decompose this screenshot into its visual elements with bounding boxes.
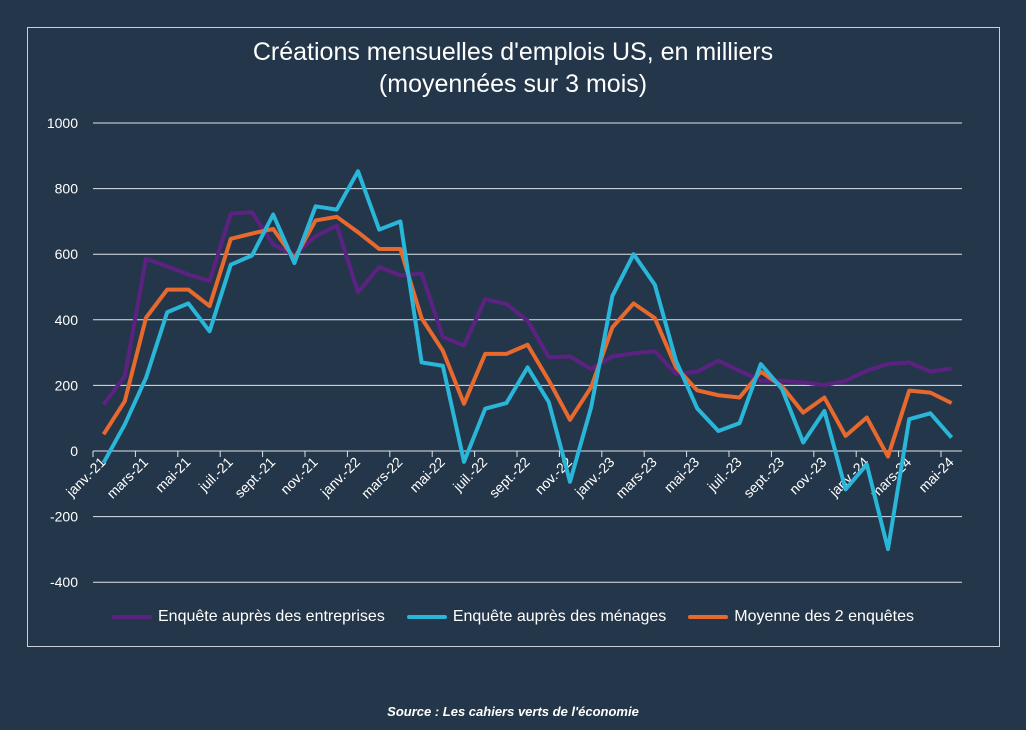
y-tick-label: 200 xyxy=(55,377,79,393)
x-tick-label: mai-24 xyxy=(915,454,957,496)
y-tick-label: 1000 xyxy=(47,115,78,131)
x-tick-label: nov.-21 xyxy=(277,454,321,498)
x-tick-label: janv.-22 xyxy=(317,454,364,501)
x-tick-label: mai-23 xyxy=(661,454,703,496)
x-tick-label: juil.-21 xyxy=(195,454,236,495)
legend-label: Enquête auprès des ménages xyxy=(452,608,667,625)
y-tick-label: 600 xyxy=(55,246,79,262)
x-tick-label: sept.-21 xyxy=(231,454,278,501)
legend-item-menages: Enquête auprès des ménages xyxy=(406,608,667,626)
legend-label: Enquête auprès des entreprises xyxy=(158,608,385,625)
x-tick-label: janv.-21 xyxy=(62,454,109,501)
series-line xyxy=(101,214,953,459)
legend: Enquête auprès des entreprises Enquête a… xyxy=(0,608,1026,626)
x-tick-label: mai-21 xyxy=(152,454,194,496)
legend-swatch xyxy=(406,615,447,619)
x-tick-label: mai-22 xyxy=(406,454,448,496)
chart-subtitle: (moyennées sur 3 mois) xyxy=(378,70,648,98)
series-line xyxy=(101,169,954,552)
y-tick-label: -400 xyxy=(50,574,78,590)
chart-title: Créations mensuelles d'emplois US, en mi… xyxy=(252,38,774,66)
x-tick-label: nov.-23 xyxy=(786,454,830,498)
x-tick-label: mars-22 xyxy=(358,454,406,502)
x-tick-label: juil.-22 xyxy=(449,454,490,495)
x-tick-label: juil.-23 xyxy=(704,454,745,495)
x-tick-label: sept.-23 xyxy=(740,454,787,501)
chart-frame xyxy=(27,27,1000,647)
legend-label: Moyenne des 2 enquêtes xyxy=(734,608,914,625)
y-tick-label: 800 xyxy=(55,181,79,197)
legend-item-entreprises: Enquête auprès des entreprises xyxy=(112,608,385,626)
y-tick-label: 400 xyxy=(55,312,79,328)
y-tick-label: -200 xyxy=(50,509,78,525)
x-tick-label: mars-23 xyxy=(612,454,660,502)
x-tick-label: janv.-24 xyxy=(825,454,872,501)
y-tick-label: 0 xyxy=(70,443,78,459)
legend-item-moyenne: Moyenne des 2 enquêtes xyxy=(688,608,914,626)
legend-swatch xyxy=(112,615,152,619)
x-tick-label: mars-21 xyxy=(103,454,151,502)
source-note: Source : Les cahiers verts de l'économie xyxy=(387,704,639,719)
legend-swatch xyxy=(688,615,729,619)
x-tick-label: sept.-22 xyxy=(486,454,533,501)
